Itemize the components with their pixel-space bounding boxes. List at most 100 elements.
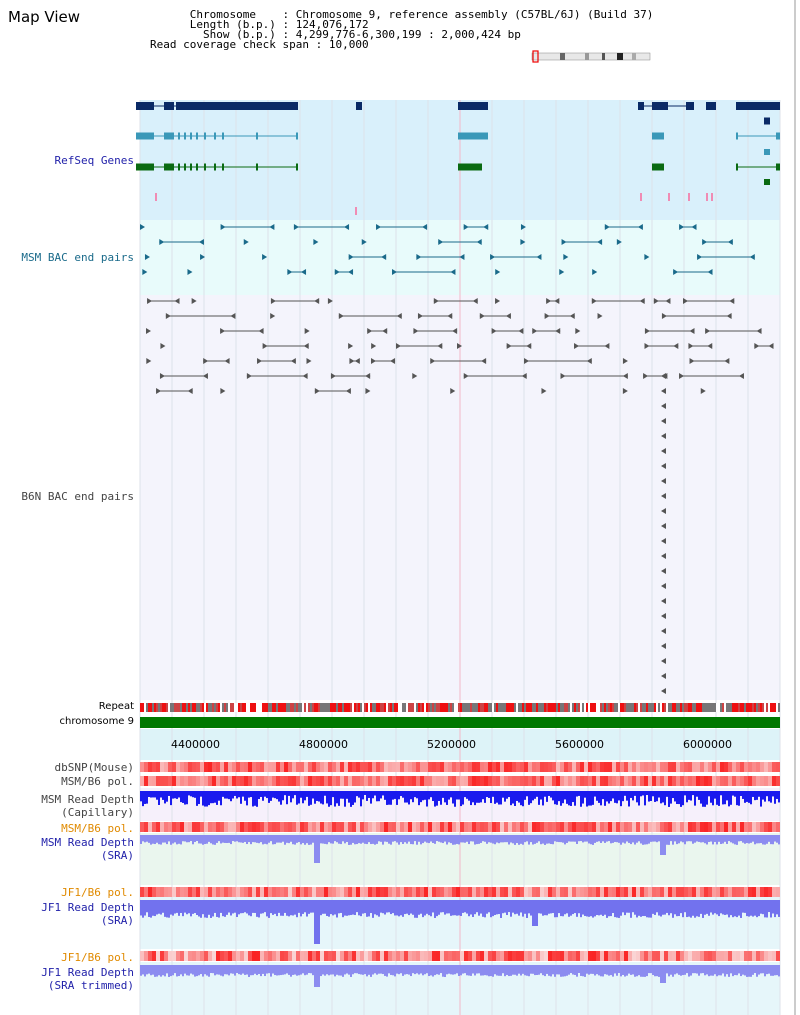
msm-pol-cell [768,822,772,832]
msm-sra-depth-bar [598,835,600,842]
track-label-msm-bac[interactable]: MSM BAC end pairs [21,251,134,264]
repeat-cell [752,703,754,712]
msm-sra-depth-bar [614,835,616,842]
jf1-trimmed-depth-bar [244,965,246,975]
jf1-trimmed-depth-bar [332,965,334,975]
jf1-pol-cell [288,951,292,961]
jf1-pol-cell [388,887,392,897]
repeat-cell [628,703,630,712]
msm-capillary-depth-bar [472,791,474,803]
msm-sra-depth-bar [588,835,590,844]
jf1-trimmed-depth-bar [610,965,612,976]
jf1-sra-depth-bar [420,900,422,914]
msm-capillary-depth-bar [294,791,296,796]
msm-capillary-depth-bar [480,791,482,803]
msm-pol-cell [700,822,704,832]
repeat-cell [546,703,548,712]
jf1-pol-cell [208,951,212,961]
msm-sra-depth-bar [552,835,554,845]
msm-sra-depth-bar [342,835,344,842]
repeat-cell [658,703,660,712]
jf1-trimmed-depth-bar [704,965,706,976]
msm-bac-end [243,239,249,245]
jf1-pol-cell [616,887,620,897]
msm-pol-cell [752,776,756,786]
jf1-sra-depth-bar [146,900,148,913]
b6n-bac-end [526,343,532,349]
jf1-sra-depth-bar [520,900,522,913]
jf1-pol-cell [284,951,288,961]
jf1-trimmed-depth-bar [694,965,696,974]
track-label-msm-depth-sra[interactable]: MSM Read Depth (SRA) [41,836,134,862]
msm-pol-cell [348,822,352,832]
repeat-cell [678,703,680,712]
msm-sra-depth-bar [540,835,542,845]
jf1-trimmed-depth-bar [478,965,480,974]
msm-sra-depth-bar [456,835,458,844]
jf1-sra-depth-bar [368,900,370,917]
msm-capillary-depth-bar [268,791,270,803]
msm-sra-depth-bar [374,835,376,845]
dbsnp-cell [164,762,168,772]
msm-pol-cell [368,776,372,786]
dbsnp-cell [384,762,388,772]
repeat-cell [228,703,230,712]
repeat-cell [296,703,298,712]
msm-pol-cell [424,822,428,832]
msm-sra-depth-bar [538,835,540,842]
b6n-bac-end [202,373,208,379]
msm-sra-depth-bar [294,835,296,845]
track-label-jf1-depth-sra[interactable]: JF1 Read Depth (SRA) [41,901,134,927]
jf1-pol-cell [532,887,536,897]
jf1-sra-depth-bar [482,900,484,917]
repeat-cell [622,703,624,712]
track-label-b6n-bac[interactable]: B6N BAC end pairs [21,490,134,503]
track-label-dbsnp[interactable]: dbSNP(Mouse) [54,761,134,774]
jf1-sra-depth-bar [446,900,448,914]
msm-sra-depth-bar [172,835,174,844]
msm-capillary-depth-bar [398,791,400,800]
msm-capillary-depth-bar [528,791,530,805]
jf1-sra-depth-bar [404,900,406,915]
repeat-cell [720,703,722,712]
jf1-pol-cell [528,887,532,897]
track-label-jf1-pol-2[interactable]: JF1/B6 pol. [61,951,134,964]
msm-capillary-depth-bar [184,791,186,805]
msm-pol-cell [636,822,640,832]
msm-capillary-depth-bar [232,791,234,799]
repeat-cell [556,703,558,712]
track-label-jf1-depth-trimmed[interactable]: JF1 Read Depth (SRA trimmed) [41,966,134,992]
jf1-pol-cell [544,951,548,961]
jf1-trimmed-depth-bar [164,965,166,977]
msm-sra-depth-bar [412,835,414,845]
track-label-refseq[interactable]: RefSeq Genes [54,154,134,167]
msm-sra-depth-bar [236,835,238,842]
axis-tick-0: 4400000 [171,738,220,751]
jf1-sra-depth-bar [306,900,308,917]
b6n-bac-end [661,553,666,559]
repeat-cell [250,703,252,712]
track-label-msm-pol-2[interactable]: MSM/B6 pol. [61,822,134,835]
jf1-pol-cell [696,951,700,961]
dbsnp-cell [468,762,472,772]
jf1-trimmed-depth-bar [320,965,322,977]
jf1-sra-depth-bar [474,900,476,915]
msm-pol-cell [312,822,316,832]
track-label-msm-depth-capillary[interactable]: MSM Read Depth (Capillary) [41,793,134,819]
msm-capillary-depth-bar [622,791,624,802]
msm-sra-depth-bar [276,835,278,843]
msm-capillary-depth-bar [756,791,758,800]
msm-bac-end [637,224,643,230]
track-label-jf1-pol-1[interactable]: JF1/B6 pol. [61,886,134,899]
msm-pol-cell [288,776,292,786]
jf1-pol-cell [660,887,664,897]
track-label-msm-pol-1[interactable]: MSM/B6 pol. [61,775,134,788]
gene-exon [184,132,186,140]
jf1-pol-cell [608,951,612,961]
jf1-sra-depth-bar [320,900,322,916]
msm-sra-depth-bar [364,835,366,844]
jf1-sra-depth-bar [312,900,314,913]
jf1-pol-cell [444,887,448,897]
msm-sra-depth-bar [758,835,760,844]
